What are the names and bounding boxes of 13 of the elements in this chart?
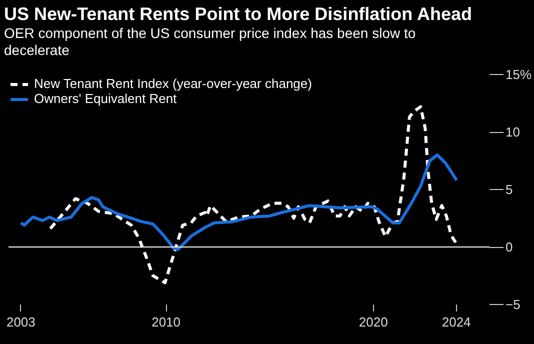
chart-title: US New-Tenant Rents Point to More Disinflation Ahead — [4, 4, 474, 25]
chart-subtitle: OER component of the US consumer price index has been slow to decelerate — [4, 25, 417, 59]
y-tick-label: 5 — [506, 182, 513, 197]
x-tick-label: 2024 — [442, 314, 471, 330]
y-tick-label: 15% — [506, 67, 532, 82]
y-tick-label: 0 — [506, 240, 513, 254]
legend-label: Owners' Equivalent Rent — [34, 91, 177, 106]
y-tick-label: 10 — [506, 124, 520, 140]
x-tick-label: 2003 — [6, 314, 36, 330]
x-tick-label: 2010 — [152, 314, 181, 330]
y-tick-label: −5 — [506, 297, 520, 312]
legend-label: New Tenant Rent Index (year-over-year change) — [34, 76, 312, 91]
x-tick-label: 2020 — [358, 314, 388, 330]
